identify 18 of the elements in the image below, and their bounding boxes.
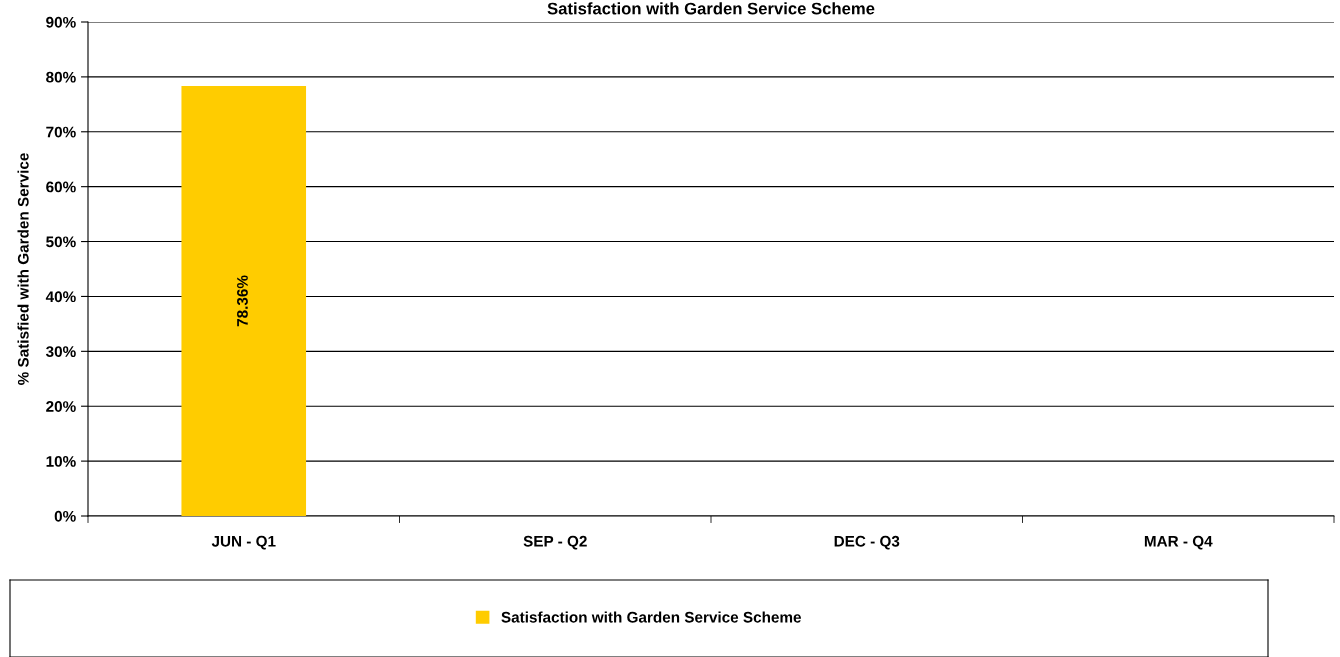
legend-label: Satisfaction with Garden Service Scheme	[501, 611, 801, 623]
x-tick-label: JUN - Q1	[211, 535, 276, 550]
y-tick-label: 40%	[45, 291, 76, 303]
y-tick-label: 70%	[46, 126, 76, 138]
y-tick-label: 10%	[46, 455, 76, 467]
chart-title: Satisfaction with Garden Service Scheme	[547, 2, 875, 15]
y-tick-label: 60%	[46, 181, 76, 193]
x-tick-label: SEP - Q2	[523, 535, 587, 550]
y-tick-label: 0%	[54, 510, 76, 522]
data-label: 78.36%	[237, 275, 248, 327]
y-tick-label: 20%	[46, 401, 76, 412]
x-tick-label: DEC - Q3	[834, 535, 900, 550]
y-tick-label: 80%	[46, 71, 76, 83]
y-tick-label: 90%	[46, 16, 76, 28]
y-tick-label: 30%	[45, 346, 76, 358]
y-tick-label: 50%	[46, 236, 76, 248]
y-axis-title: % Satisfied with Garden Service	[17, 153, 29, 385]
x-tick-label: MAR - Q4	[1144, 535, 1213, 550]
